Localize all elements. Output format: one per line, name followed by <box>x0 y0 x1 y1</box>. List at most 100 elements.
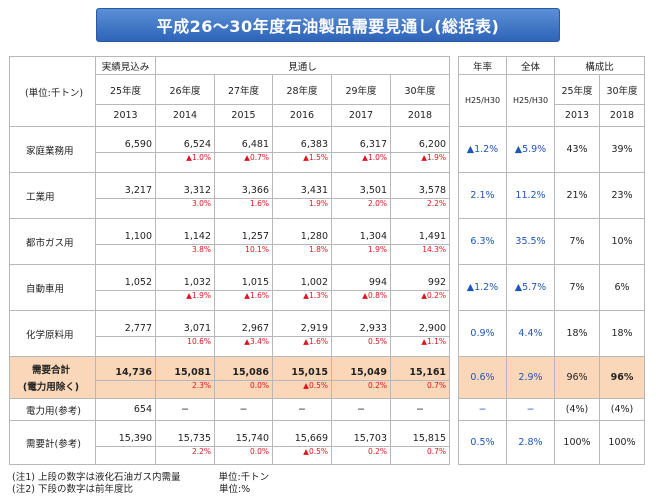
composition-cell: 43% <box>554 126 600 173</box>
comp-year-jp: 25年度 <box>554 74 600 105</box>
value-cell: 1,100 <box>95 218 156 245</box>
value-cell: − <box>331 398 391 421</box>
value-cell: 2,967 <box>214 310 273 337</box>
total-change-header: 全体 <box>506 56 555 75</box>
year-header: 2013 <box>95 104 156 127</box>
year-jp-header: 27年度 <box>214 74 273 105</box>
value-cell: − <box>214 398 273 421</box>
annual-rate-cell: 6.3% <box>458 218 507 265</box>
value-cell: 15,086 <box>214 356 273 381</box>
row-label: 家庭業務用 <box>9 126 96 173</box>
annual-rate-cell: ▲1.2% <box>458 264 507 311</box>
yoy-change-cell: ▲1.3% <box>272 290 332 311</box>
yoy-change-cell: 2.3% <box>155 380 215 399</box>
value-cell: 1,257 <box>214 218 273 245</box>
row-label: 自動車用 <box>9 264 96 311</box>
row-label: 需要計(参考) <box>9 420 96 465</box>
composition-cell: 18% <box>598 310 646 357</box>
yoy-change-cell <box>95 380 156 399</box>
composition-cell: 10% <box>598 218 646 265</box>
yoy-change-cell: ▲1.9% <box>155 290 215 311</box>
composition-cell: 100% <box>598 420 646 465</box>
footnote-2: (注2) 下段の数字は前年度比 <box>12 484 133 495</box>
value-cell: − <box>272 398 332 421</box>
yoy-change-cell: ▲1.6% <box>214 290 273 311</box>
yoy-change-cell: 3.0% <box>155 198 215 219</box>
yoy-change-cell: ▲0.7% <box>214 152 273 173</box>
demand-forecast-table: (単位:千トン) 実績見込み 見通し 25年度 26年度 27年度 28年度 29年度 3… <box>9 56 451 465</box>
ratio-table: 年率 全体 構成比 H25/H30 H25/H30 25年度 30年度 2013… <box>458 56 646 465</box>
value-cell: 992 <box>389 264 451 291</box>
footnotes: (注1) 上段の数字は液化石油ガス内需量 単位:千トン (注2) 下段の数字は前… <box>12 472 269 496</box>
composition-cell: 18% <box>554 310 600 357</box>
annual-rate-cell: 2.1% <box>458 172 507 219</box>
value-cell: 2,933 <box>331 310 391 337</box>
annual-rate-header: 年率 <box>458 56 507 75</box>
composition-cell: 6% <box>598 264 646 311</box>
yoy-change-cell: ▲0.5% <box>272 380 332 399</box>
value-cell: 1,491 <box>389 218 451 245</box>
yoy-change-cell: ▲1.0% <box>331 152 391 173</box>
row-label-main: 需要合計 <box>31 365 70 376</box>
value-cell: 15,390 <box>95 420 156 447</box>
yoy-change-cell: 0.5% <box>331 336 391 357</box>
value-cell: 2,900 <box>389 310 451 337</box>
value-cell: 3,366 <box>214 172 273 199</box>
row-label: 化学原料用 <box>9 310 96 357</box>
actual-header: 実績見込み <box>95 56 156 75</box>
value-cell: 15,015 <box>272 356 332 381</box>
value-cell: 15,815 <box>389 420 451 447</box>
value-cell: − <box>155 398 215 421</box>
yoy-change-cell <box>95 198 156 219</box>
comp-year: 2013 <box>554 104 600 127</box>
total-change-cell: − <box>506 398 555 421</box>
total-change-cell: 35.5% <box>506 218 555 265</box>
row-label: 電力用(参考) <box>9 398 96 421</box>
value-cell: 1,015 <box>214 264 273 291</box>
value-cell: 15,740 <box>214 420 273 447</box>
value-cell: 6,524 <box>155 126 215 153</box>
total-change-cell: 2.8% <box>506 420 555 465</box>
year-jp-header: 30年度 <box>389 74 451 105</box>
total-change-cell: 4.4% <box>506 310 555 357</box>
year-jp-header: 25年度 <box>95 74 156 105</box>
composition-header: 構成比 <box>553 56 646 75</box>
yoy-change-cell: ▲3.4% <box>214 336 273 357</box>
footnote-1: (注1) 上段の数字は液化石油ガス内需量 <box>12 472 181 483</box>
yoy-change-cell: ▲0.8% <box>331 290 391 311</box>
yoy-change-cell <box>95 244 156 265</box>
total-change-cell: 11.2% <box>506 172 555 219</box>
yoy-change-cell: 1.9% <box>272 198 332 219</box>
value-cell: 2,777 <box>95 310 156 337</box>
yoy-change-cell: ▲1.1% <box>389 336 451 357</box>
comp-year: 2018 <box>598 104 646 127</box>
yoy-change-cell: ▲0.2% <box>389 290 451 311</box>
yoy-change-cell <box>95 336 156 357</box>
composition-cell: 7% <box>554 218 600 265</box>
year-header: 2018 <box>389 104 451 127</box>
composition-cell: 39% <box>598 126 646 173</box>
yoy-change-cell: ▲1.6% <box>272 336 332 357</box>
footnote-1-unit: 単位:千トン <box>218 472 270 483</box>
value-cell: 15,049 <box>331 356 391 381</box>
page-title: 平成26〜30年度石油製品需要見通し(総括表) <box>96 8 560 42</box>
yoy-change-cell: 1.8% <box>272 244 332 265</box>
value-cell: 3,312 <box>155 172 215 199</box>
composition-cell: 7% <box>554 264 600 311</box>
value-cell: 3,578 <box>389 172 451 199</box>
annual-rate-cell: ▲1.2% <box>458 126 507 173</box>
value-cell: 6,383 <box>272 126 332 153</box>
yoy-change-cell: 14.3% <box>389 244 451 265</box>
yoy-change-cell <box>95 152 156 173</box>
value-cell: 1,280 <box>272 218 332 245</box>
yoy-change-cell: 2.0% <box>331 198 391 219</box>
yoy-change-cell <box>95 446 156 465</box>
value-cell: 3,071 <box>155 310 215 337</box>
composition-cell: (4%) <box>598 398 646 421</box>
value-cell: 14,736 <box>95 356 156 381</box>
comp-year-jp: 30年度 <box>598 74 646 105</box>
yoy-change-cell: ▲1.0% <box>155 152 215 173</box>
composition-cell: 23% <box>598 172 646 219</box>
yoy-change-cell: 2.2% <box>389 198 451 219</box>
row-label-note: (電力用除く) <box>22 382 80 393</box>
